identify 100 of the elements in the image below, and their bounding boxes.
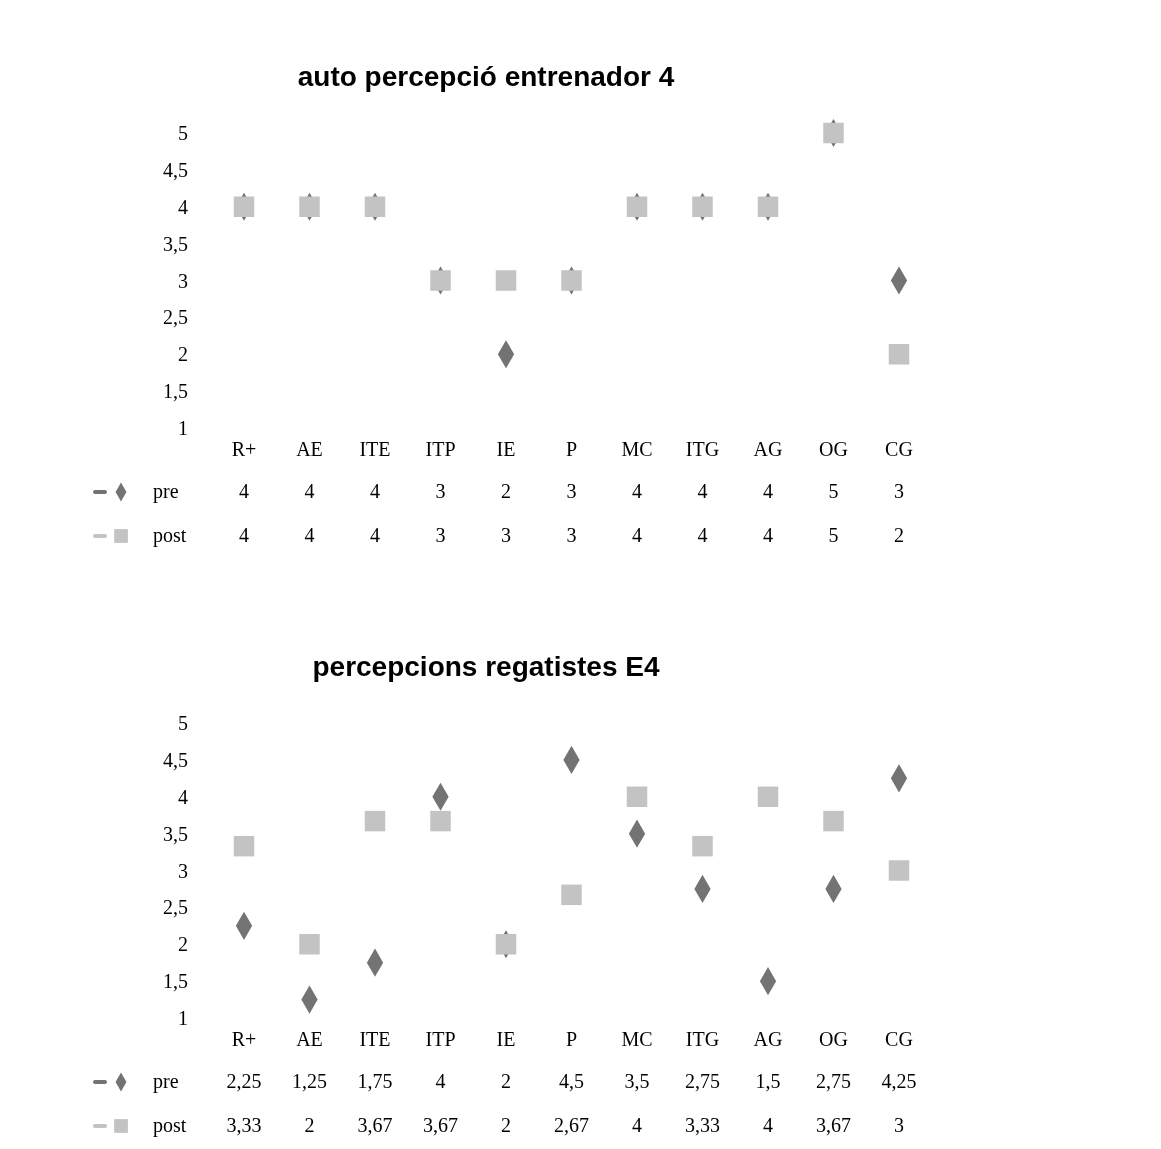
x-tick-label: ITE <box>359 438 391 460</box>
point <box>430 270 451 291</box>
x-tick-label: ITE <box>359 1028 391 1050</box>
point <box>626 786 648 807</box>
y-tick-label: 3,5 <box>163 232 188 255</box>
point <box>823 122 844 144</box>
x-tick-label: AG <box>753 438 783 460</box>
y-tick-label: 1 <box>178 417 188 439</box>
data-label: 4 <box>304 480 315 502</box>
data-label: 4 <box>304 524 315 546</box>
point <box>692 835 713 857</box>
x-tick-label: OG <box>819 1028 848 1050</box>
data-label: 4 <box>370 524 380 546</box>
data-label: 4 <box>239 524 249 546</box>
y-tick-label: 1,5 <box>163 970 188 993</box>
y-tick-label: 4 <box>178 195 188 218</box>
data-label: 2 <box>501 480 511 502</box>
x-tick-label: AE <box>296 1028 323 1050</box>
data-label: 2,75 <box>685 1070 720 1092</box>
x-tick-label: R+ <box>231 1028 257 1050</box>
x-tick-label: MC <box>621 438 653 460</box>
x-tick-label: CG <box>885 438 913 460</box>
data-label: 3 <box>435 480 446 502</box>
data-label: 3 <box>894 480 904 502</box>
point <box>757 786 779 807</box>
y-tick-label: 3,5 <box>163 822 188 845</box>
data-label: 3,33 <box>226 1114 262 1136</box>
data-label: 2,25 <box>226 1070 262 1092</box>
data-label: 5 <box>828 524 839 546</box>
data-label: 2 <box>304 1114 315 1136</box>
point <box>233 196 255 217</box>
point <box>823 810 844 832</box>
data-label: 4 <box>697 480 708 502</box>
data-label: 4 <box>370 480 380 502</box>
point <box>233 835 255 857</box>
x-tick-label: IE <box>496 1028 516 1050</box>
y-tick-label: 5 <box>178 122 188 144</box>
point <box>561 884 582 906</box>
data-label: 2 <box>501 1070 511 1092</box>
x-tick-label: ITP <box>425 1028 456 1050</box>
point <box>626 196 648 217</box>
y-tick-label: 2 <box>178 933 188 956</box>
data-label: 3,5 <box>624 1070 650 1092</box>
data-label: 4 <box>697 524 708 546</box>
chart-title: auto percepció entrenador 4 <box>297 61 675 92</box>
point <box>299 196 320 217</box>
data-label: 4 <box>632 480 642 502</box>
point <box>757 196 779 217</box>
y-tick-label: 2,5 <box>163 896 188 919</box>
point <box>495 270 517 291</box>
data-label: 3,67 <box>423 1114 458 1136</box>
point <box>888 860 910 881</box>
point <box>430 810 451 832</box>
data-label: 3 <box>566 524 577 546</box>
data-label: 3,67 <box>357 1114 393 1136</box>
point <box>495 934 517 955</box>
data-label: 4 <box>763 1114 773 1136</box>
y-tick-label: 4 <box>178 785 188 808</box>
y-tick-label: 4,5 <box>163 158 188 181</box>
y-tick-label: 5 <box>178 712 188 734</box>
data-label: 3,67 <box>816 1114 851 1136</box>
x-tick-label: P <box>565 1028 578 1050</box>
data-label: 4 <box>435 1070 446 1092</box>
chart-title: percepcions regatistes E4 <box>312 651 660 682</box>
y-tick-label: 4,5 <box>163 748 188 771</box>
x-tick-label: MC <box>621 1028 653 1050</box>
x-tick-label: ITP <box>425 438 456 460</box>
data-label: 4 <box>632 1114 642 1136</box>
data-label: 1,25 <box>292 1070 327 1092</box>
data-label: 3 <box>894 1114 904 1136</box>
y-tick-label: 1 <box>178 1007 188 1029</box>
data-label: 3 <box>501 524 511 546</box>
data-label: 2 <box>894 524 904 546</box>
point <box>299 934 320 955</box>
point <box>364 810 386 832</box>
x-tick-label: IE <box>496 438 516 460</box>
legend-label: post <box>153 1114 187 1137</box>
y-tick-label: 3 <box>178 269 188 292</box>
data-label: 1,5 <box>755 1070 781 1092</box>
point <box>888 344 910 365</box>
point <box>692 196 713 217</box>
data-label: 2,67 <box>554 1114 589 1136</box>
x-tick-label: ITG <box>685 438 720 460</box>
data-label: 4,25 <box>881 1070 917 1092</box>
legend-label: post <box>153 524 187 547</box>
data-label: 2 <box>501 1114 511 1136</box>
x-tick-label: OG <box>819 438 848 460</box>
y-tick-label: 2 <box>178 343 188 366</box>
data-label: 4,5 <box>559 1070 584 1092</box>
legend-label: pre <box>153 480 179 503</box>
x-tick-label: CG <box>885 1028 913 1050</box>
data-label: 3,33 <box>685 1114 720 1136</box>
data-label: 1,75 <box>357 1070 393 1092</box>
data-label: 4 <box>763 480 773 502</box>
y-tick-label: 1,5 <box>163 380 188 403</box>
data-label: 2,75 <box>816 1070 851 1092</box>
data-label: 3 <box>566 480 577 502</box>
data-label: 4 <box>632 524 642 546</box>
x-tick-label: R+ <box>231 438 257 460</box>
y-tick-label: 2,5 <box>163 306 188 329</box>
